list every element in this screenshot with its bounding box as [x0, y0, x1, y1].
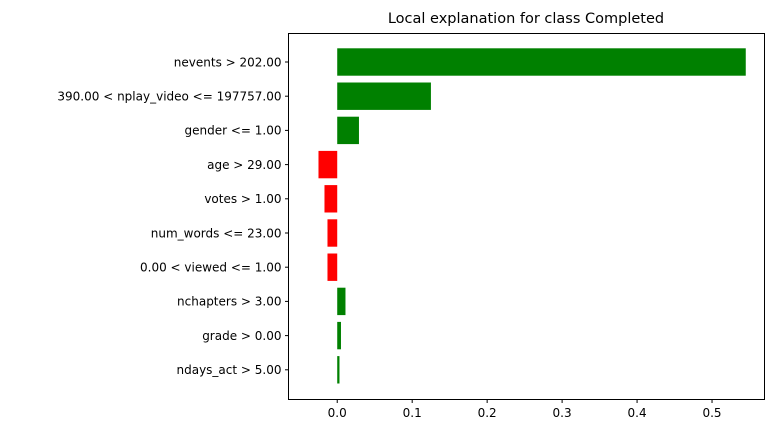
y-tick-label: nchapters > 3.00 — [177, 295, 281, 309]
y-tick-label: votes > 1.00 — [204, 192, 281, 206]
chart-title: Local explanation for class Completed — [388, 11, 664, 27]
bars-group — [318, 48, 746, 384]
y-tick-label: 0.00 < viewed <= 1.00 — [140, 261, 282, 275]
x-tick-label: 0.0 — [328, 406, 347, 420]
y-tick-label: nevents > 202.00 — [174, 55, 282, 69]
bar-6 — [327, 253, 338, 281]
x-tick-label: 0.5 — [702, 406, 721, 420]
x-tick-label: 0.2 — [478, 406, 497, 420]
y-tick-label: grade > 0.00 — [202, 329, 281, 343]
y-tick-label: ndays_act > 5.00 — [177, 363, 282, 377]
plot-frame — [288, 33, 765, 400]
bar-3 — [318, 150, 338, 179]
bar-8 — [337, 321, 341, 350]
bar-7 — [337, 287, 346, 316]
x-tick-label: 0.3 — [553, 406, 572, 420]
bar-2 — [337, 116, 359, 145]
bar-0 — [337, 48, 746, 76]
x-tick-label: 0.4 — [628, 406, 647, 420]
bar-9 — [337, 356, 340, 384]
bar-4 — [324, 185, 338, 213]
x-tick-label: 0.1 — [403, 406, 422, 420]
y-tick-label: num_words <= 23.00 — [151, 226, 282, 240]
y-tick-label: gender <= 1.00 — [185, 124, 282, 138]
bar-5 — [327, 219, 338, 247]
y-axis-ticks: nevents > 202.00 390.00 < nplay_video <= … — [57, 55, 289, 377]
y-tick-label: age > 29.00 — [207, 158, 281, 172]
y-tick-label: 390.00 < nplay_video <= 197757.00 — [57, 90, 281, 104]
bar-1 — [337, 82, 431, 110]
x-axis-ticks: 0.0 0.1 0.2 0.3 0.4 0.5 — [328, 399, 722, 420]
